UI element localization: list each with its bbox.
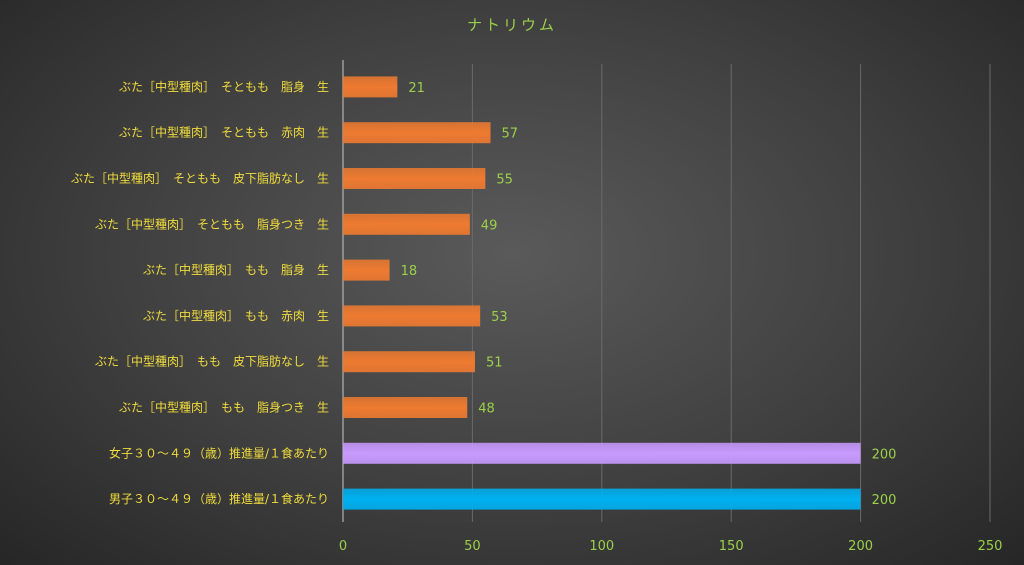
bar xyxy=(343,122,491,144)
data-label: 49 xyxy=(481,218,498,233)
x-tick-label: 0 xyxy=(339,539,347,554)
data-label: 48 xyxy=(478,402,495,417)
category-label: 女子３０～４９（歳）推進量/１食あたり xyxy=(109,445,329,460)
data-label: 18 xyxy=(401,264,418,279)
chart-title: ナトリウム xyxy=(466,16,557,34)
category-label: ぶた［中型種肉］ もも 脂身 生 xyxy=(143,262,329,277)
category-label: ぶた［中型種肉］ もも 脂身つき 生 xyxy=(119,400,329,415)
x-tick-label: 50 xyxy=(464,539,481,554)
x-tick-label: 250 xyxy=(978,539,1003,554)
x-tick-label: 200 xyxy=(848,539,873,554)
bar xyxy=(343,213,470,235)
data-label: 200 xyxy=(872,447,897,462)
data-label: 200 xyxy=(872,493,897,508)
category-label: ぶた［中型種肉］ そともも 皮下脂肪なし 生 xyxy=(71,171,329,186)
category-label: 男子３０～４９（歳）推進量/１食あたり xyxy=(109,491,329,506)
data-label: 55 xyxy=(496,173,513,188)
bar xyxy=(343,488,861,510)
bar xyxy=(343,305,481,327)
bar xyxy=(343,76,398,98)
category-label: ぶた［中型種肉］ そともも 赤肉 生 xyxy=(119,125,329,140)
bar xyxy=(343,397,468,418)
data-label: 21 xyxy=(408,81,425,96)
data-label: 51 xyxy=(486,356,503,371)
x-tick-label: 100 xyxy=(589,539,614,554)
bar xyxy=(343,168,486,189)
bar xyxy=(343,351,475,373)
category-label: ぶた［中型種肉］ もも 皮下脂肪なし 生 xyxy=(95,354,329,369)
data-label: 57 xyxy=(502,127,519,142)
category-label: ぶた［中型種肉］ そともも 脂身つき 生 xyxy=(95,216,329,231)
x-tick-label: 150 xyxy=(719,539,744,554)
data-label: 53 xyxy=(491,310,508,325)
category-label: ぶた［中型種肉］ そともも 脂身 生 xyxy=(119,79,329,94)
category-label: ぶた［中型種肉］ もも 赤肉 生 xyxy=(143,308,329,323)
bar xyxy=(343,259,390,281)
bar xyxy=(343,442,861,464)
